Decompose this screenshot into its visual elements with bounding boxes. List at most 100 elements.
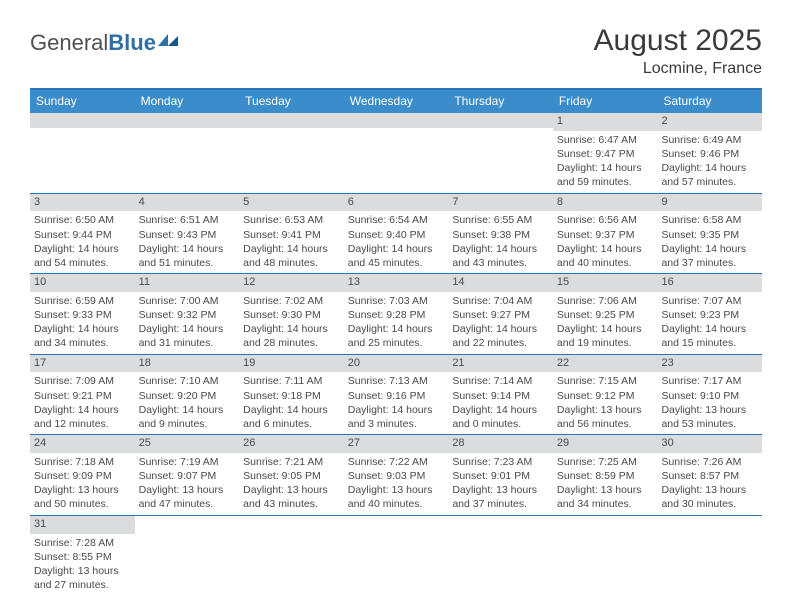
day-cell: 12Sunrise: 7:02 AMSunset: 9:30 PMDayligh… xyxy=(239,274,344,354)
sunset-text: Sunset: 9:23 PM xyxy=(661,308,758,322)
daylight-text: Daylight: 14 hours and 45 minutes. xyxy=(348,242,445,270)
sunset-text: Sunset: 9:25 PM xyxy=(557,308,654,322)
day-details: Sunrise: 7:19 AMSunset: 9:07 PMDaylight:… xyxy=(135,453,240,515)
sunset-text: Sunset: 9:18 PM xyxy=(243,389,340,403)
day-details: Sunrise: 7:06 AMSunset: 9:25 PMDaylight:… xyxy=(553,292,658,354)
day-cell: 19Sunrise: 7:11 AMSunset: 9:18 PMDayligh… xyxy=(239,355,344,435)
day-details: Sunrise: 7:18 AMSunset: 9:09 PMDaylight:… xyxy=(30,453,135,515)
day-header: Sunday xyxy=(30,90,135,113)
day-cell xyxy=(135,516,240,596)
day-details: Sunrise: 7:00 AMSunset: 9:32 PMDaylight:… xyxy=(135,292,240,354)
daylight-text: Daylight: 14 hours and 37 minutes. xyxy=(661,242,758,270)
sunrise-text: Sunrise: 6:50 AM xyxy=(34,213,131,227)
daylight-text: Daylight: 13 hours and 30 minutes. xyxy=(661,483,758,511)
sunset-text: Sunset: 9:20 PM xyxy=(139,389,236,403)
day-details: Sunrise: 6:55 AMSunset: 9:38 PMDaylight:… xyxy=(448,211,553,273)
day-cell xyxy=(344,516,449,596)
sunset-text: Sunset: 9:35 PM xyxy=(661,228,758,242)
day-number: 28 xyxy=(448,435,553,453)
day-details: Sunrise: 7:26 AMSunset: 8:57 PMDaylight:… xyxy=(657,453,762,515)
day-cell: 28Sunrise: 7:23 AMSunset: 9:01 PMDayligh… xyxy=(448,435,553,515)
daylight-text: Daylight: 14 hours and 15 minutes. xyxy=(661,322,758,350)
day-details: Sunrise: 7:23 AMSunset: 9:01 PMDaylight:… xyxy=(448,453,553,515)
sunrise-text: Sunrise: 7:07 AM xyxy=(661,294,758,308)
location: Locmine, France xyxy=(594,60,762,78)
day-details: Sunrise: 7:11 AMSunset: 9:18 PMDaylight:… xyxy=(239,372,344,434)
day-number: 1 xyxy=(553,113,658,131)
day-number: 15 xyxy=(553,274,658,292)
day-number: 6 xyxy=(344,194,449,212)
day-details: Sunrise: 6:58 AMSunset: 9:35 PMDaylight:… xyxy=(657,211,762,273)
day-header: Thursday xyxy=(448,90,553,113)
sunset-text: Sunset: 9:28 PM xyxy=(348,308,445,322)
day-header-row: SundayMondayTuesdayWednesdayThursdayFrid… xyxy=(30,90,762,113)
day-details: Sunrise: 7:03 AMSunset: 9:28 PMDaylight:… xyxy=(344,292,449,354)
sunset-text: Sunset: 9:27 PM xyxy=(452,308,549,322)
daylight-text: Daylight: 14 hours and 22 minutes. xyxy=(452,322,549,350)
daylight-text: Daylight: 14 hours and 3 minutes. xyxy=(348,403,445,431)
day-details: Sunrise: 7:21 AMSunset: 9:05 PMDaylight:… xyxy=(239,453,344,515)
sunset-text: Sunset: 9:01 PM xyxy=(452,469,549,483)
week-row: 1Sunrise: 6:47 AMSunset: 9:47 PMDaylight… xyxy=(30,113,762,194)
sunset-text: Sunset: 9:03 PM xyxy=(348,469,445,483)
daylight-text: Daylight: 14 hours and 34 minutes. xyxy=(34,322,131,350)
sunset-text: Sunset: 8:59 PM xyxy=(557,469,654,483)
week-row: 24Sunrise: 7:18 AMSunset: 9:09 PMDayligh… xyxy=(30,435,762,516)
daylight-text: Daylight: 14 hours and 54 minutes. xyxy=(34,242,131,270)
daylight-text: Daylight: 14 hours and 57 minutes. xyxy=(661,161,758,189)
day-cell: 22Sunrise: 7:15 AMSunset: 9:12 PMDayligh… xyxy=(553,355,658,435)
day-cell xyxy=(657,516,762,596)
day-number: 13 xyxy=(344,274,449,292)
day-number: 26 xyxy=(239,435,344,453)
sunrise-text: Sunrise: 7:17 AM xyxy=(661,374,758,388)
daylight-text: Daylight: 14 hours and 0 minutes. xyxy=(452,403,549,431)
sunset-text: Sunset: 9:33 PM xyxy=(34,308,131,322)
day-number: 22 xyxy=(553,355,658,373)
week-row: 10Sunrise: 6:59 AMSunset: 9:33 PMDayligh… xyxy=(30,274,762,355)
daylight-text: Daylight: 14 hours and 12 minutes. xyxy=(34,403,131,431)
day-cell: 15Sunrise: 7:06 AMSunset: 9:25 PMDayligh… xyxy=(553,274,658,354)
sunrise-text: Sunrise: 6:47 AM xyxy=(557,133,654,147)
sunset-text: Sunset: 9:37 PM xyxy=(557,228,654,242)
day-number: 7 xyxy=(448,194,553,212)
sunset-text: Sunset: 9:05 PM xyxy=(243,469,340,483)
day-number: 30 xyxy=(657,435,762,453)
day-cell: 9Sunrise: 6:58 AMSunset: 9:35 PMDaylight… xyxy=(657,194,762,274)
sunset-text: Sunset: 9:44 PM xyxy=(34,228,131,242)
day-number: 10 xyxy=(30,274,135,292)
day-details: Sunrise: 6:59 AMSunset: 9:33 PMDaylight:… xyxy=(30,292,135,354)
day-number: 24 xyxy=(30,435,135,453)
sunrise-text: Sunrise: 7:21 AM xyxy=(243,455,340,469)
day-cell: 13Sunrise: 7:03 AMSunset: 9:28 PMDayligh… xyxy=(344,274,449,354)
daylight-text: Daylight: 14 hours and 28 minutes. xyxy=(243,322,340,350)
day-cell xyxy=(448,516,553,596)
sunrise-text: Sunrise: 7:11 AM xyxy=(243,374,340,388)
day-number: 31 xyxy=(30,516,135,534)
day-number xyxy=(448,113,553,128)
header: GeneralBlue August 2025 Locmine, France xyxy=(30,24,762,78)
day-number: 18 xyxy=(135,355,240,373)
day-number: 5 xyxy=(239,194,344,212)
week-row: 3Sunrise: 6:50 AMSunset: 9:44 PMDaylight… xyxy=(30,194,762,275)
sunrise-text: Sunrise: 7:28 AM xyxy=(34,536,131,550)
daylight-text: Daylight: 14 hours and 31 minutes. xyxy=(139,322,236,350)
sunrise-text: Sunrise: 6:58 AM xyxy=(661,213,758,227)
daylight-text: Daylight: 14 hours and 40 minutes. xyxy=(557,242,654,270)
day-cell: 3Sunrise: 6:50 AMSunset: 9:44 PMDaylight… xyxy=(30,194,135,274)
day-header: Monday xyxy=(135,90,240,113)
day-details: Sunrise: 7:07 AMSunset: 9:23 PMDaylight:… xyxy=(657,292,762,354)
day-number xyxy=(344,113,449,128)
daylight-text: Daylight: 13 hours and 27 minutes. xyxy=(34,564,131,592)
sunrise-text: Sunrise: 6:55 AM xyxy=(452,213,549,227)
day-cell xyxy=(239,113,344,193)
daylight-text: Daylight: 14 hours and 48 minutes. xyxy=(243,242,340,270)
day-header: Tuesday xyxy=(239,90,344,113)
daylight-text: Daylight: 14 hours and 25 minutes. xyxy=(348,322,445,350)
day-number: 25 xyxy=(135,435,240,453)
day-cell xyxy=(553,516,658,596)
sunrise-text: Sunrise: 7:00 AM xyxy=(139,294,236,308)
sunrise-text: Sunrise: 7:23 AM xyxy=(452,455,549,469)
day-cell xyxy=(344,113,449,193)
sunrise-text: Sunrise: 7:15 AM xyxy=(557,374,654,388)
day-details: Sunrise: 6:50 AMSunset: 9:44 PMDaylight:… xyxy=(30,211,135,273)
